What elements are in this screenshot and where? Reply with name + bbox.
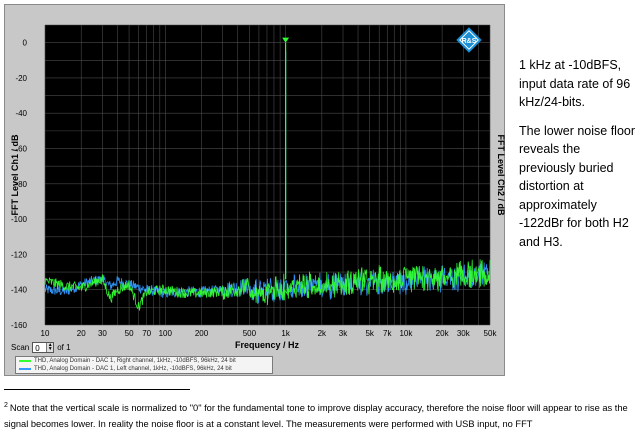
- rs-diamond-logo-icon: R&S: [456, 27, 482, 53]
- legend-swatch-left: [19, 368, 31, 370]
- y-tick-label: -20: [15, 74, 27, 83]
- legend-item-left: THD, Analog Domain - DAC 1, Left channel…: [16, 365, 272, 373]
- footnote-marker: 2: [4, 402, 8, 409]
- legend: THD, Analog Domain - DAC 1, Right channe…: [15, 356, 273, 374]
- x-tick-label: 7k: [383, 329, 392, 338]
- y-tick-label: -80: [15, 180, 27, 189]
- y-tick-label: -100: [11, 215, 28, 224]
- footnote: 2 Note that the vertical scale is normali…: [4, 398, 636, 432]
- legend-text-left: THD, Analog Domain - DAC 1, Left channel…: [34, 366, 232, 372]
- x-tick-label: 2k: [318, 329, 327, 338]
- x-tick-label: 1k: [281, 329, 290, 338]
- x-tick-label: 200: [195, 329, 209, 338]
- x-tick-label: 30: [98, 329, 107, 338]
- x-tick-label: 20k: [436, 329, 450, 338]
- side-note: 1 kHz at -10dBFS, input data rate of 96 …: [519, 56, 637, 261]
- legend-text-right: THD, Analog Domain - DAC 1, Right channe…: [34, 358, 236, 364]
- x-tick-label: 100: [159, 329, 173, 338]
- y-tick-label: -140: [11, 286, 28, 295]
- scan-control: Scan 0 ▲ ▼ of 1: [11, 340, 71, 354]
- footnote-text: Note that the vertical scale is normaliz…: [4, 403, 628, 430]
- y-tick-label: -160: [11, 321, 28, 330]
- y-axis-title-right: FFT Level Ch2 / dB: [496, 134, 506, 216]
- series-layer: [44, 37, 491, 311]
- fft-analyzer-window: 10 20 30 50 70 100 200 500 1k 2k 3k 5k 7k 10k 20k 30k 50…: [4, 4, 506, 376]
- y-axis-title-left: FFT Level Ch1 / dB: [10, 134, 20, 216]
- x-tick-label: 10: [41, 329, 50, 338]
- scan-label: Scan: [11, 342, 30, 352]
- scan-spin-icon[interactable]: ▲ ▼: [46, 341, 54, 352]
- x-tick-label: 50k: [484, 329, 498, 338]
- footnote-divider: [4, 389, 190, 390]
- legend-item-right: THD, Analog Domain - DAC 1, Right channe…: [16, 357, 272, 365]
- series-line-right: [44, 259, 491, 311]
- x-tick-label: 5k: [365, 329, 374, 338]
- x-tick-label: 20: [77, 329, 86, 338]
- fft-chart: 10 20 30 50 70 100 200 500 1k 2k 3k 5k 7k 10k 20k 30k 50…: [10, 24, 506, 350]
- note-paragraph-2: The lower noise floor reveals the previo…: [519, 123, 636, 249]
- scan-value: 0: [35, 343, 40, 353]
- x-tick-label: 50: [125, 329, 134, 338]
- x-tick-label: 70: [142, 329, 151, 338]
- legend-swatch-right: [19, 360, 31, 362]
- y-tick-label: -60: [15, 145, 27, 154]
- x-tick-label: 10k: [399, 329, 413, 338]
- y-tick-label: -40: [15, 109, 27, 118]
- x-axis-title: Frequency / Hz: [235, 340, 300, 350]
- scan-input[interactable]: 0 ▲ ▼: [32, 341, 55, 353]
- x-tick-label: 30k: [457, 329, 471, 338]
- note-paragraph-1: 1 kHz at -10dBFS, input data rate of 96 …: [519, 58, 631, 109]
- tick-labels: 10 20 30 50 70 100 200 500 1k 2k 3k 5k 7k 10k 20k 30k 50…: [11, 39, 497, 338]
- svg-text:R&S: R&S: [462, 38, 477, 45]
- x-tick-label: 500: [243, 329, 257, 338]
- scan-of-label: of 1: [57, 342, 71, 352]
- y-tick-label: -120: [11, 250, 28, 259]
- x-tick-label: 3k: [339, 329, 348, 338]
- y-tick-label: 0: [23, 39, 28, 48]
- fundamental-marker-icon: [282, 37, 290, 43]
